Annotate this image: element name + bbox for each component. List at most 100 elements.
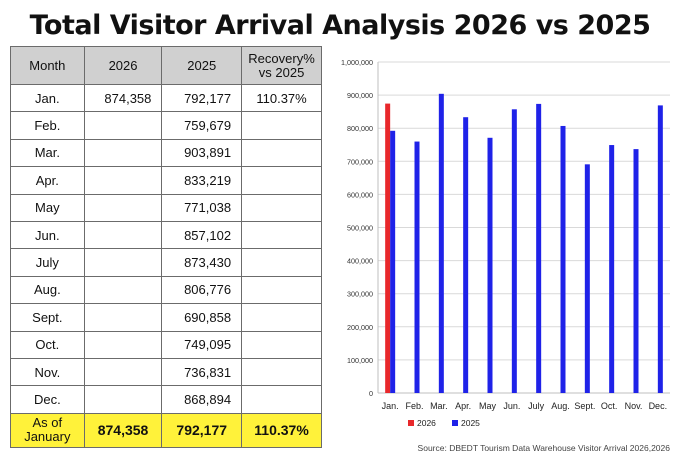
table-row: Mar. 903,891: [10, 138, 322, 168]
row-month: Jun.: [10, 220, 85, 250]
table-row: July 873,430: [10, 248, 322, 277]
row-recovery: [241, 303, 322, 332]
x-tick-label: Apr.: [455, 401, 471, 411]
row-2025: 736,831: [161, 357, 243, 387]
table-row: Jun. 857,102: [10, 220, 322, 250]
legend-label: 2026: [417, 418, 436, 428]
bar-2025: [657, 105, 663, 393]
row-recovery: [241, 138, 322, 168]
row-recovery: [241, 166, 322, 195]
row-2026: [83, 111, 163, 140]
y-tick-label: 900,000: [347, 91, 373, 100]
table-row: Feb. 759,679: [10, 111, 322, 140]
row-2026: [83, 275, 163, 305]
total-2026: 874,358: [83, 412, 163, 448]
legend-label: 2025: [461, 418, 480, 428]
row-recovery: [241, 385, 322, 414]
arrivals-table: Month 2026 2025 Recovery% vs 2025 Jan. 87…: [10, 46, 322, 448]
row-2025: 903,891: [161, 138, 243, 168]
total-label: As of January: [10, 412, 85, 448]
row-2026: [83, 330, 163, 359]
y-tick-label: 100,000: [347, 356, 373, 365]
bar-2025: [463, 117, 469, 393]
row-month: July: [10, 248, 85, 277]
row-recovery: [241, 275, 322, 305]
x-tick-label: May: [479, 401, 497, 411]
row-2025: 792,177: [161, 83, 243, 113]
table-row: Nov. 736,831: [10, 357, 322, 387]
header-month: Month: [10, 46, 85, 85]
row-2026: [83, 385, 163, 414]
row-recovery: [241, 248, 322, 277]
y-tick-label: 1,000,000: [341, 58, 373, 67]
row-2026: [83, 220, 163, 250]
row-2025: 833,219: [161, 166, 243, 195]
row-recovery: 110.37%: [241, 83, 322, 113]
bar-2025: [438, 93, 444, 394]
row-recovery: [241, 357, 322, 387]
row-month: Dec.: [10, 385, 85, 414]
row-2026: [83, 357, 163, 387]
row-2025: 873,430: [161, 248, 243, 277]
row-2025: 749,095: [161, 330, 243, 359]
x-tick-label: Oct.: [601, 401, 618, 411]
table-header-row: Month 2026 2025 Recovery% vs 2025: [10, 46, 322, 85]
bar-2025: [633, 149, 639, 393]
bar-2026: [385, 103, 391, 394]
row-month: Aug.: [10, 275, 85, 305]
row-recovery: [241, 193, 322, 222]
y-tick-label: 300,000: [347, 290, 373, 299]
bar-2025: [584, 164, 590, 393]
bar-2025: [390, 130, 396, 393]
row-month: Sept.: [10, 303, 85, 332]
x-tick-label: Aug.: [551, 401, 570, 411]
table-row: Dec. 868,894: [10, 385, 322, 414]
row-2025: 857,102: [161, 220, 243, 250]
row-2026: [83, 166, 163, 195]
x-tick-label: Feb.: [405, 401, 423, 411]
row-2026: [83, 193, 163, 222]
row-month: Oct.: [10, 330, 85, 359]
source-note: Source: DBEDT Tourism Data Warehouse Vis…: [417, 443, 670, 453]
row-month: Apr.: [10, 166, 85, 195]
header-2025: 2025: [161, 46, 243, 85]
row-2026: [83, 303, 163, 332]
row-month: Feb.: [10, 111, 85, 140]
row-month: May: [10, 193, 85, 222]
table-row: May 771,038: [10, 193, 322, 222]
row-2026: [83, 248, 163, 277]
page-title: Total Visitor Arrival Analysis 2026 vs 2…: [29, 10, 651, 41]
arrivals-chart: 0 100,000 200,000 300,000 400,000 500,000 600,…: [326, 48, 676, 443]
legend-swatch: [452, 420, 458, 426]
bar-2025: [414, 141, 420, 393]
table-row: Aug. 806,776: [10, 275, 322, 305]
x-tick-label: Nov.: [625, 401, 643, 411]
y-tick-label: 600,000: [347, 190, 373, 199]
row-2025: 771,038: [161, 193, 243, 222]
row-recovery: [241, 220, 322, 250]
total-2025: 792,177: [161, 412, 243, 448]
row-2026: 874,358: [83, 83, 163, 113]
x-tick-label: Jan.: [382, 401, 399, 411]
row-month: Jan.: [10, 83, 85, 113]
bar-2025: [536, 103, 542, 394]
row-2025: 806,776: [161, 275, 243, 305]
x-tick-label: Mar.: [430, 401, 448, 411]
y-tick-label: 200,000: [347, 323, 373, 332]
x-tick-label: Jun.: [503, 401, 520, 411]
header-recovery: Recovery% vs 2025: [241, 46, 322, 85]
y-tick-label: 400,000: [347, 257, 373, 266]
row-2026: [83, 138, 163, 168]
table-row: Jan. 874,358 792,177 110.37%: [10, 83, 322, 113]
row-recovery: [241, 111, 322, 140]
bar-2025: [609, 145, 615, 393]
legend-swatch: [408, 420, 414, 426]
row-month: Nov.: [10, 357, 85, 387]
bar-chart-svg: 0 100,000 200,000 300,000 400,000 500,000 600,…: [341, 58, 670, 428]
y-tick-label: 0: [369, 389, 373, 398]
y-tick-label: 800,000: [347, 124, 373, 133]
bar-2025: [487, 137, 493, 393]
total-recovery: 110.37%: [241, 412, 322, 448]
table-row: Oct. 749,095: [10, 330, 322, 359]
bar-2025: [511, 109, 517, 393]
